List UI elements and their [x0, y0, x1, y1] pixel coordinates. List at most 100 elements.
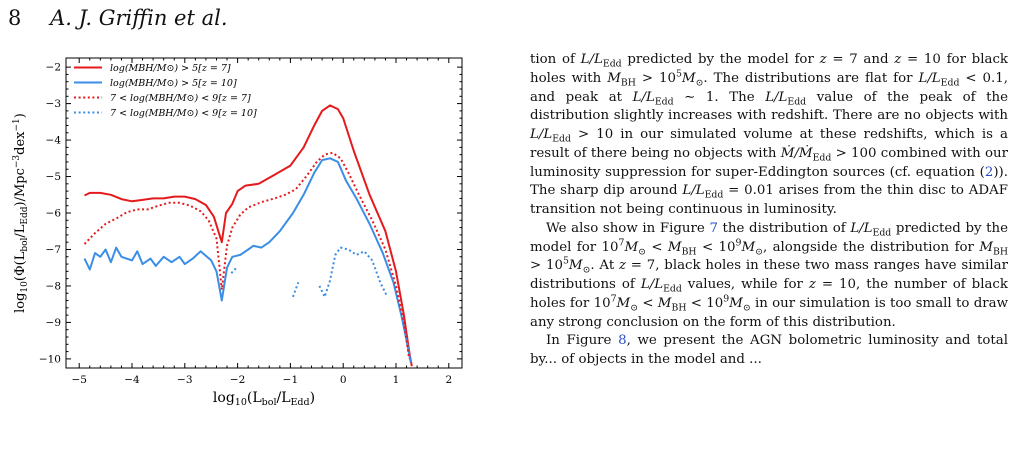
x-tick-label: 2 — [445, 374, 452, 386]
text-run: = 10, the number of black holes for 10 — [530, 277, 1008, 311]
text-run: the distribution of — [717, 220, 851, 236]
running-head-authors: A. J. Griffin et al. — [50, 6, 228, 30]
y-tick-label: −7 — [46, 244, 61, 256]
text-run: ⊙ — [582, 264, 591, 276]
legend-entry-label: log(MBH/M⊙) > 5[z = 7] — [110, 63, 231, 74]
text-run: ⊙ — [630, 302, 639, 314]
x-tick-label: −3 — [177, 374, 192, 386]
text-run: M — [657, 295, 672, 311]
paragraph-2: We also show in Figure 7 the distributio… — [530, 220, 1008, 333]
text-run: > 10 — [635, 70, 676, 86]
x-axis-label: log10(Lbol/LEdd) — [213, 390, 315, 408]
text-run: )). The sharp dip around — [530, 164, 1008, 199]
y-tick-label: −3 — [46, 98, 61, 110]
y-axis-label: log10(Φ(Lbol/LEdd)/Mpc−3dex−1) — [12, 113, 30, 313]
text-run: Edd — [663, 283, 682, 295]
text-run: < 10 — [696, 239, 736, 255]
text-run: In Figure — [546, 333, 619, 349]
series-line-4 — [230, 267, 238, 274]
text-run: = 7, black holes in these two mass range… — [530, 258, 1008, 292]
text-run: We also show in Figure — [546, 220, 710, 236]
text-run: L/L — [580, 52, 603, 67]
text-run: in our simulation is too small to draw a… — [530, 295, 1008, 330]
text-run: BH — [620, 77, 636, 89]
y-tick-label: −6 — [46, 208, 62, 220]
text-run: M — [729, 295, 743, 311]
text-run: = 0.01 arises from the thin disc to ADAF… — [530, 183, 1008, 217]
text-run: BH — [992, 246, 1008, 258]
legend-entry-label: log(MBH/M⊙) > 5[z = 10] — [110, 78, 237, 89]
text-run: 5 — [675, 68, 682, 80]
text-run: Edd — [787, 96, 807, 108]
text-run: M — [624, 239, 639, 255]
text-run: Ṁ/Ṁ — [780, 145, 813, 161]
cross-reference-link[interactable]: 7 — [709, 220, 718, 236]
text-run: . The distributions are flat for — [703, 70, 919, 86]
text-run: Edd — [602, 58, 622, 70]
series-line-2 — [83, 157, 412, 363]
text-run: L/L — [918, 70, 941, 86]
text-run: = 7 and — [826, 52, 895, 67]
series-line-4 — [318, 246, 388, 298]
text-run: 9 — [723, 293, 730, 305]
text-run: M — [979, 239, 993, 255]
text-run: 5 — [562, 255, 569, 267]
text-run: = 10 for black holes with — [530, 52, 1008, 86]
text-run: ⊙ — [695, 77, 704, 89]
text-run: Edd — [940, 77, 960, 89]
cross-reference-link[interactable]: 2 — [984, 164, 994, 180]
text-column: tion of L/LEdd predicted by the model fo… — [530, 51, 1008, 370]
text-run: > 10 — [530, 258, 563, 274]
series-line-3 — [83, 151, 411, 360]
text-run: < — [638, 295, 658, 311]
text-run: L/L — [765, 89, 788, 105]
series-group — [83, 104, 413, 367]
text-run: ∼ 1. The — [673, 89, 766, 105]
text-run: z — [808, 277, 816, 292]
series-line-4 — [292, 281, 300, 298]
text-run: tion of — [530, 52, 581, 67]
x-tick-label: −4 — [124, 374, 140, 386]
text-run: > 10 in our simulated volume at these re… — [530, 127, 1008, 161]
text-run: 7 — [618, 237, 625, 249]
text-run: ⊙ — [638, 246, 646, 258]
figure-7: −5 −4 −3 −2 −1 0 1 2 −10 −9 −8 −7 −6 −5 −4 −3 −2 log10(Lb… — [0, 44, 480, 444]
cross-reference-link[interactable]: 8 — [618, 333, 627, 349]
text-run: M — [607, 70, 621, 86]
text-run: ⊙ — [742, 302, 751, 314]
text-run: L/L — [682, 183, 705, 199]
series-line-1 — [84, 104, 413, 367]
text-run: z — [894, 52, 902, 67]
text-run: BH — [671, 302, 687, 314]
text-run: . At — [590, 258, 619, 274]
text-run: predicted by the model for 10 — [530, 220, 1008, 255]
text-run: BH — [681, 246, 697, 258]
paragraph-3: In Figure 8, we present the AGN bolometr… — [530, 332, 1008, 370]
text-run: 9 — [735, 237, 742, 249]
text-run: 7 — [610, 293, 617, 305]
text-run: values, while for — [681, 277, 809, 292]
text-run: L/L — [632, 89, 655, 105]
text-run: Edd — [552, 133, 571, 145]
text-run: Edd — [704, 189, 724, 201]
text-run: value of the peak of the distribution sl… — [530, 89, 1008, 124]
text-run: L/L — [530, 127, 553, 142]
text-run: < — [645, 239, 668, 255]
text-run: M — [741, 239, 756, 255]
legend-entry-label: 7 < log(MBH/M⊙) < 9[z = 10] — [110, 108, 257, 119]
y-tick-label: −5 — [46, 171, 61, 183]
text-run: M — [616, 295, 631, 311]
page-number: 8 — [8, 6, 22, 30]
text-run: predicted by the model for — [621, 52, 820, 67]
page-header: 8 A. J. Griffin et al. — [8, 6, 228, 30]
text-run: M — [568, 258, 583, 274]
text-run: L/L — [640, 277, 664, 292]
legend-entry-label: 7 < log(MBH/M⊙) < 9[z = 7] — [110, 93, 251, 104]
x-tick-label: −1 — [283, 374, 298, 386]
text-run: Edd — [872, 227, 892, 239]
paragraph-1: tion of L/LEdd predicted by the model fo… — [530, 51, 1008, 220]
text-run: z — [618, 258, 627, 274]
chart: −5 −4 −3 −2 −1 0 1 2−10−9−8−7−6−5−4−3−2log10(Lb… — [12, 57, 463, 408]
y-tick-label: −8 — [46, 280, 61, 292]
text-run: , alongside the distribution for — [762, 239, 980, 255]
